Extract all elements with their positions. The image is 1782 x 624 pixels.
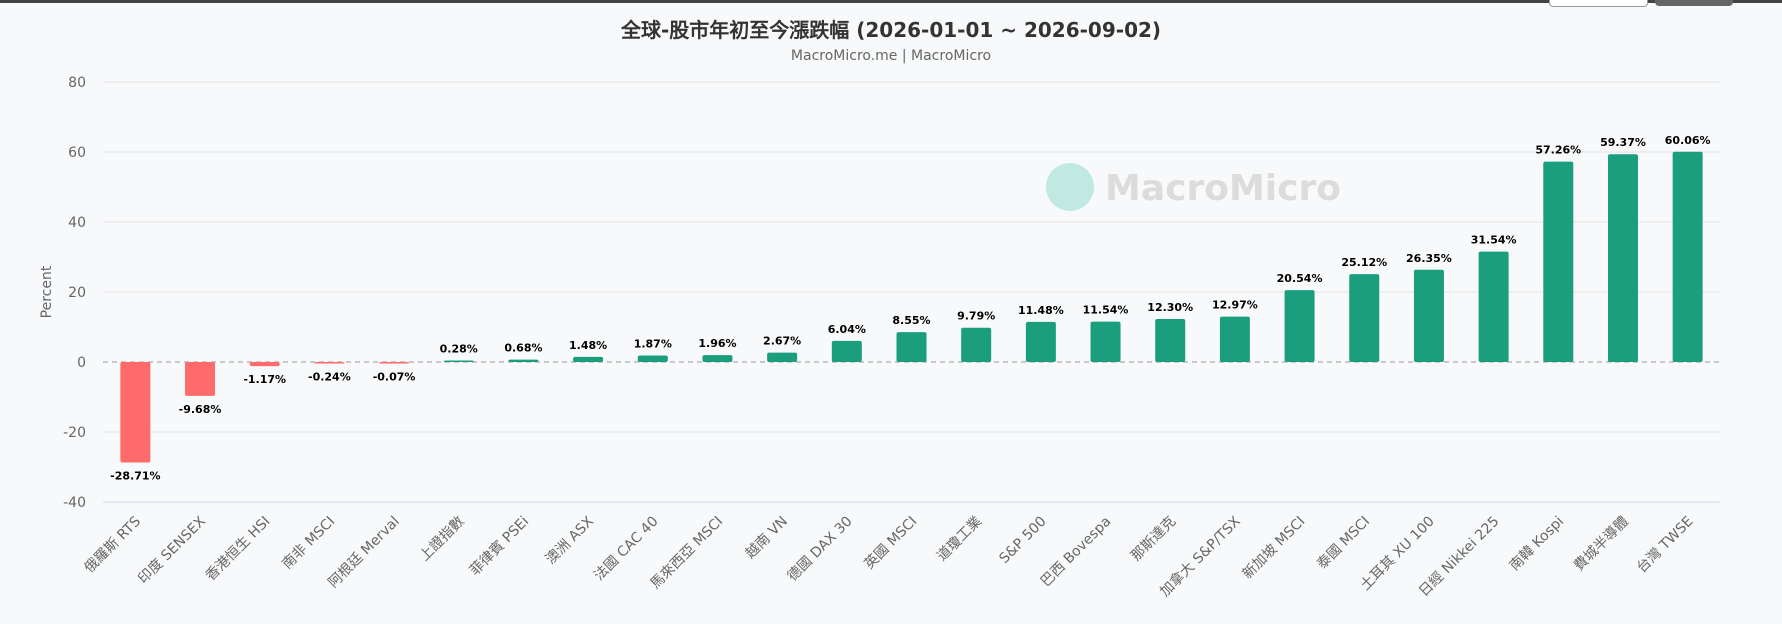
bar[interactable] — [249, 362, 280, 367]
data-label: 60.06% — [1665, 134, 1711, 147]
bar[interactable] — [767, 352, 798, 362]
chart-title: 全球-股市年初至今漲跌幅 (2026-01-01 ~ 2026-09-02) — [620, 18, 1162, 42]
data-label: 26.35% — [1406, 252, 1452, 265]
data-label: 1.96% — [698, 337, 736, 350]
data-label: 12.97% — [1212, 299, 1258, 312]
bar[interactable] — [961, 327, 992, 362]
x-tick-label: 俄羅斯 RTS — [82, 513, 145, 576]
bars — [120, 151, 1703, 463]
x-tick-label: 上證指數 — [416, 513, 468, 565]
data-label: 0.68% — [504, 342, 542, 355]
bar[interactable] — [1607, 154, 1638, 362]
data-label: 59.37% — [1600, 136, 1646, 149]
bar[interactable] — [573, 356, 604, 362]
x-tick-label: 菲律賓 PSEi — [466, 513, 532, 579]
data-label: 20.54% — [1277, 272, 1323, 285]
y-axis-label: Percent — [39, 265, 55, 318]
bar[interactable] — [1025, 321, 1056, 362]
x-tick-label: 南非 MSCI — [279, 514, 338, 573]
toolbar-button[interactable] — [1549, 0, 1648, 7]
data-label: -0.07% — [373, 371, 416, 384]
x-tick-label: 南韓 Kospi — [1507, 514, 1568, 575]
data-label: 8.55% — [892, 314, 930, 327]
x-tick-label: 英國 MSCI — [861, 513, 921, 573]
y-tick-label: 40 — [68, 215, 86, 231]
y-tick-label: 60 — [68, 145, 86, 161]
grid-lines — [103, 81, 1720, 503]
bar[interactable] — [831, 340, 862, 362]
x-tick-label: 泰國 MSCI — [1314, 514, 1373, 573]
bar[interactable] — [896, 332, 927, 362]
x-tick-label: 道瓊工業 — [934, 514, 985, 565]
data-label: 2.67% — [763, 335, 801, 348]
data-label: 25.12% — [1341, 256, 1387, 269]
chart-subtitle: MacroMicro.me | MacroMicro — [790, 48, 992, 64]
bar[interactable] — [702, 355, 733, 362]
x-tick-label: 香港恒生 HSI — [203, 514, 274, 585]
data-label: -28.71% — [110, 469, 160, 482]
x-tick-label: 越南 VN — [743, 514, 791, 562]
x-tick-label: 法國 CAC 40 — [591, 514, 661, 584]
bar[interactable] — [185, 362, 216, 396]
watermark: MacroMicro — [1046, 163, 1341, 211]
data-label: 0.28% — [440, 343, 478, 356]
data-label: 11.54% — [1083, 304, 1129, 317]
x-tick-label: 印度 SENSEX — [135, 513, 209, 587]
y-axis: -40 -20 0 20 40 60 80 Percent — [39, 75, 86, 511]
bar[interactable] — [1478, 251, 1509, 362]
data-label: 1.48% — [569, 339, 607, 352]
bar[interactable] — [637, 355, 668, 362]
data-label: 1.87% — [634, 337, 672, 350]
top-border — [0, 0, 1782, 3]
x-tick-label: 費城半導體 — [1571, 514, 1632, 575]
bar[interactable] — [1413, 269, 1444, 362]
x-tick-label: 那斯達克 — [1128, 514, 1179, 565]
data-label: -9.68% — [179, 403, 222, 416]
data-label: 6.04% — [828, 323, 866, 336]
bar[interactable] — [1090, 321, 1121, 362]
x-tick-label: 台灣 TWSE — [1634, 514, 1697, 577]
y-tick-label: 20 — [68, 285, 86, 301]
watermark-text: MacroMicro — [1105, 168, 1341, 209]
data-labels: -28.71% -9.68% -1.17% -0.24% -0.07% 0.28% 0.68… — [110, 134, 1710, 483]
data-label: 57.26% — [1535, 144, 1581, 157]
watermark-logo-icon — [1046, 163, 1094, 211]
bar[interactable] — [1672, 151, 1703, 362]
y-tick-label: 80 — [68, 75, 86, 91]
bar[interactable] — [1155, 318, 1186, 362]
x-tick-label: 澳洲 ASX — [543, 513, 597, 567]
bar[interactable] — [120, 362, 151, 463]
data-label: 11.48% — [1018, 304, 1064, 317]
data-label: 12.30% — [1147, 301, 1193, 314]
x-tick-label: 新加坡 MSCI — [1240, 514, 1309, 583]
bar[interactable] — [1284, 290, 1315, 362]
data-label: 31.54% — [1471, 234, 1517, 247]
bar[interactable] — [1543, 161, 1574, 362]
data-label: 9.79% — [957, 310, 995, 323]
bar[interactable] — [1349, 274, 1380, 362]
bar[interactable] — [379, 362, 410, 364]
data-label: -0.24% — [308, 371, 351, 384]
y-tick-label: -40 — [63, 495, 86, 511]
toolbar-button-dark[interactable] — [1655, 0, 1733, 6]
y-tick-label: -20 — [63, 425, 86, 441]
bar[interactable] — [443, 360, 474, 363]
bar[interactable] — [508, 359, 539, 362]
x-tick-label: 德國 DAX 30 — [785, 514, 856, 585]
bar[interactable] — [1219, 316, 1250, 362]
bar[interactable] — [314, 362, 345, 364]
y-tick-label: 0 — [77, 355, 86, 371]
data-label: -1.17% — [243, 373, 286, 386]
x-tick-label: S&P 500 — [996, 514, 1049, 567]
